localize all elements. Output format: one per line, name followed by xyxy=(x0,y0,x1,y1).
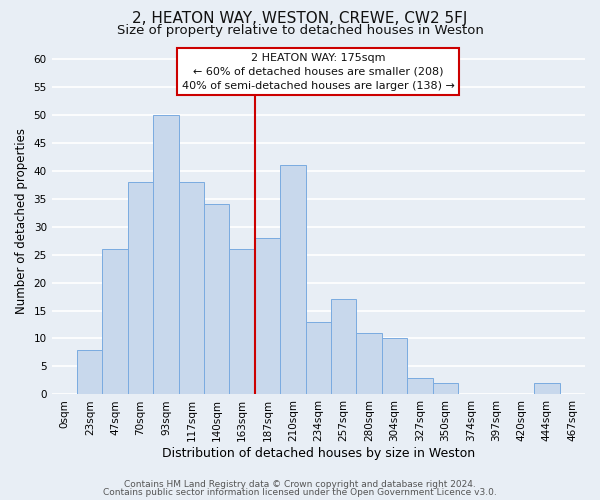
Bar xyxy=(229,249,255,394)
Bar xyxy=(255,238,280,394)
Y-axis label: Number of detached properties: Number of detached properties xyxy=(15,128,28,314)
Text: 2 HEATON WAY: 175sqm
← 60% of detached houses are smaller (208)
40% of semi-deta: 2 HEATON WAY: 175sqm ← 60% of detached h… xyxy=(182,52,455,90)
Bar xyxy=(305,322,331,394)
Bar xyxy=(204,204,229,394)
Bar xyxy=(153,114,179,394)
Bar xyxy=(103,249,128,394)
Bar xyxy=(331,300,356,394)
Bar xyxy=(128,182,153,394)
Text: 2, HEATON WAY, WESTON, CREWE, CW2 5FJ: 2, HEATON WAY, WESTON, CREWE, CW2 5FJ xyxy=(133,11,467,26)
Bar xyxy=(356,333,382,394)
Bar xyxy=(407,378,433,394)
Bar xyxy=(382,338,407,394)
Bar xyxy=(433,384,458,394)
Bar xyxy=(280,165,305,394)
Bar xyxy=(179,182,204,394)
Text: Size of property relative to detached houses in Weston: Size of property relative to detached ho… xyxy=(116,24,484,37)
Text: Contains HM Land Registry data © Crown copyright and database right 2024.: Contains HM Land Registry data © Crown c… xyxy=(124,480,476,489)
Bar xyxy=(534,384,560,394)
X-axis label: Distribution of detached houses by size in Weston: Distribution of detached houses by size … xyxy=(162,447,475,460)
Bar xyxy=(77,350,103,395)
Text: Contains public sector information licensed under the Open Government Licence v3: Contains public sector information licen… xyxy=(103,488,497,497)
